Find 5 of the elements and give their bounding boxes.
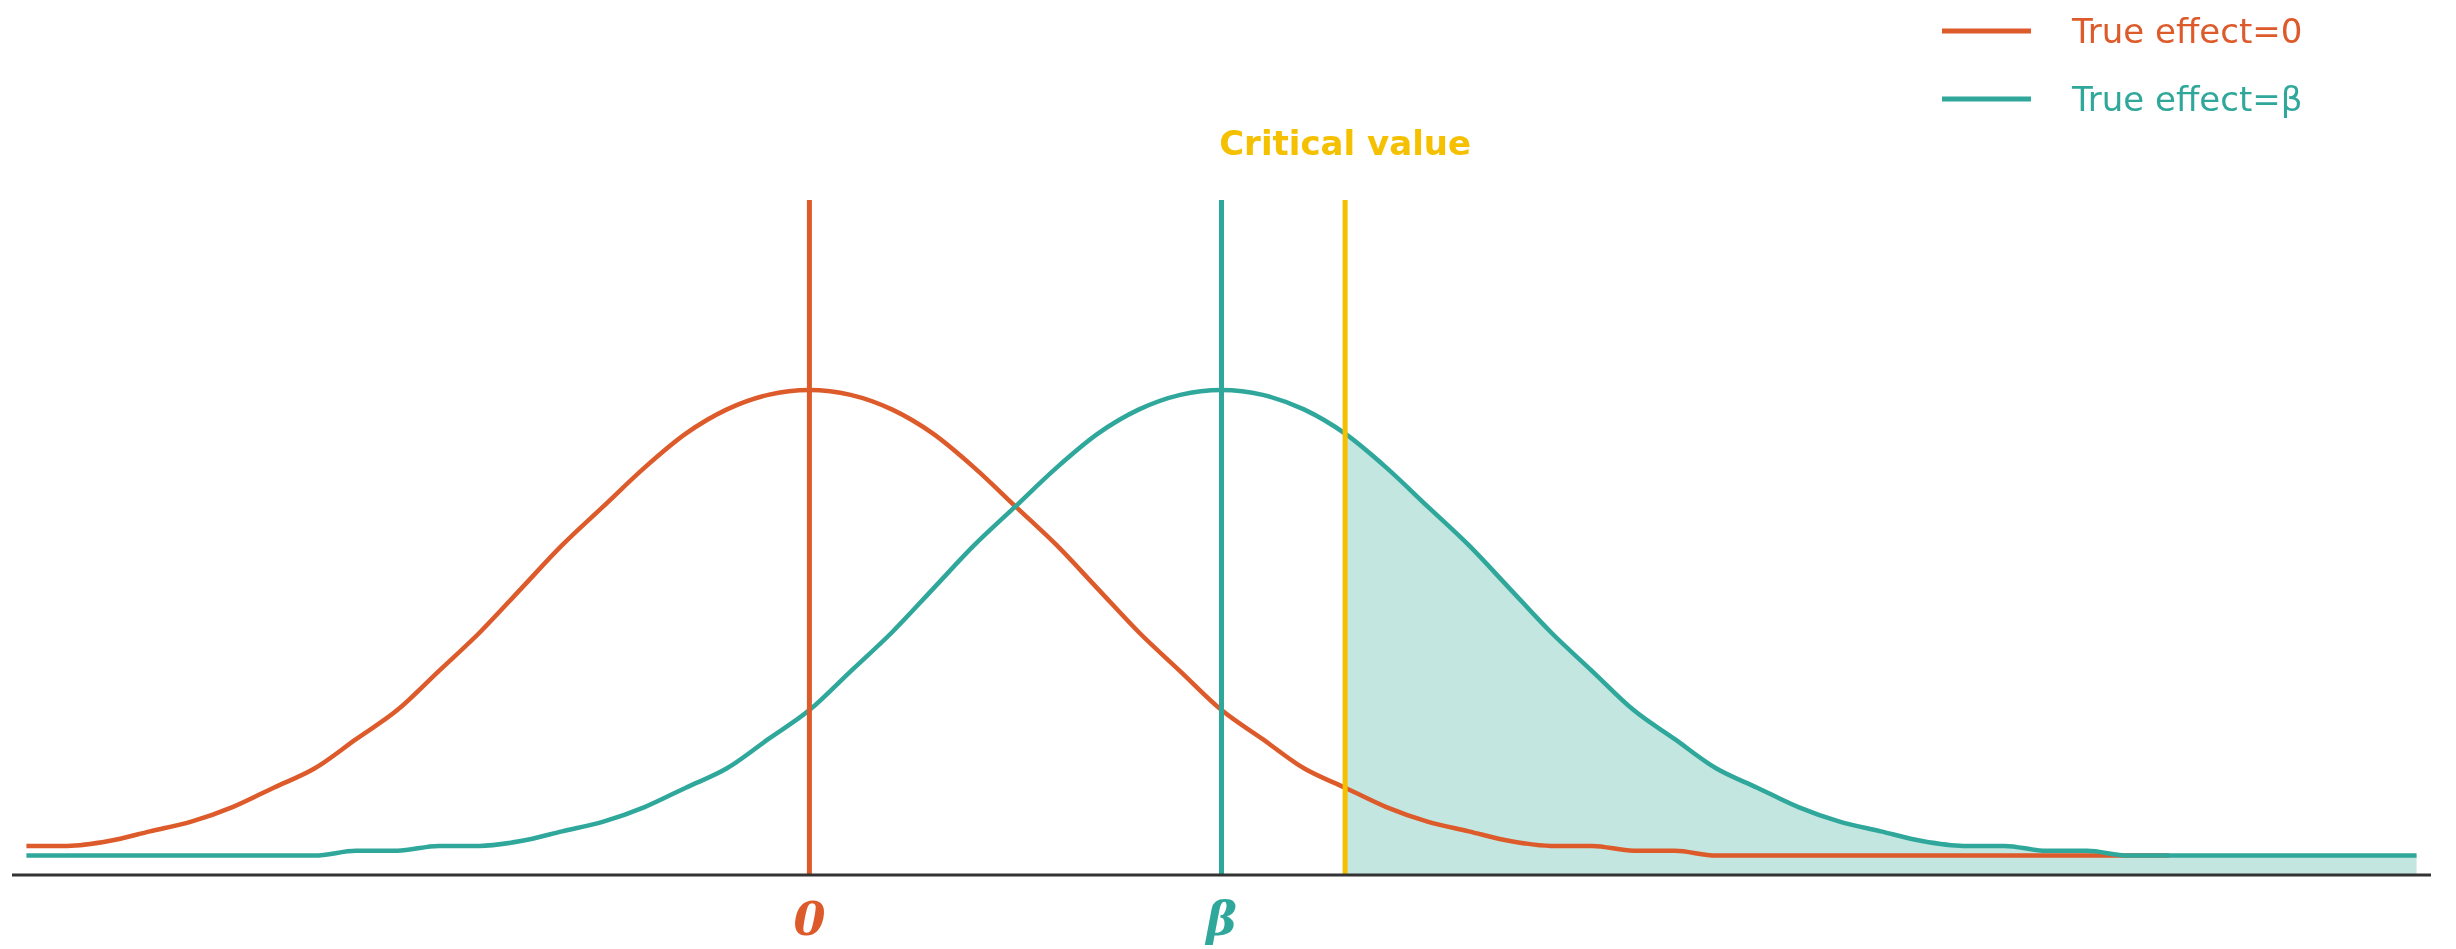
- text: Critical value: [1219, 123, 1472, 163]
- x-tick-label: 0: [793, 892, 826, 946]
- legend-label: True effect=0: [2071, 11, 2303, 51]
- x-tick-label: β: [1204, 892, 1237, 946]
- legend-label: True effect=β: [2071, 79, 2303, 119]
